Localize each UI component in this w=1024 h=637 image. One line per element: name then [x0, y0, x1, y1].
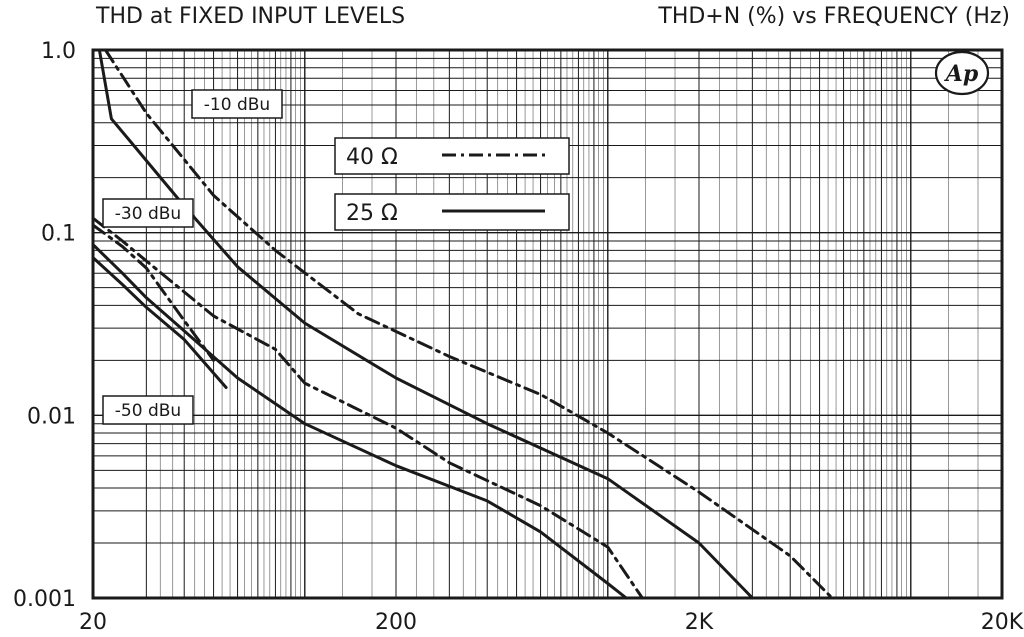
x-tick-label: 20K [981, 610, 1024, 635]
y-tick-label: 1.0 [41, 39, 76, 64]
legend: 40 Ω 25 Ω [334, 137, 570, 231]
series-line-1 [104, 48, 834, 600]
legend-label: 40 Ω [346, 145, 398, 170]
legend-label: 25 Ω [346, 201, 398, 226]
series-line-2 [91, 243, 628, 600]
plot-frame [91, 48, 1004, 600]
level-label-text: -30 dBu [115, 204, 181, 224]
series-line-3 [91, 216, 644, 600]
level-label-30: -30 dBu [102, 198, 194, 228]
x-tick-label: 2K [685, 610, 714, 635]
y-tick-label: 0.1 [41, 222, 76, 247]
legend-entry-25ohm: 25 Ω [334, 193, 570, 231]
logo-badge: Ap [934, 50, 990, 96]
level-label-50: -50 dBu [102, 395, 194, 425]
chart-title-right: THD+N (%) vs FREQUENCY (Hz) [658, 4, 1010, 29]
legend-entry-40ohm: 40 Ω [334, 137, 570, 175]
level-label-10: -10 dBu [191, 89, 283, 119]
logo-text: Ap [944, 61, 979, 87]
level-label-text: -10 dBu [204, 95, 270, 115]
chart-title-left: THD at FIXED INPUT LEVELS [96, 4, 406, 29]
y-tick-label: 0.001 [13, 587, 76, 612]
x-tick-label: 20 [79, 610, 107, 635]
x-tick-label: 200 [375, 610, 417, 635]
tick-labels: 20 200 2K 20K 1.0 0.1 0.01 0.001 [13, 39, 1024, 635]
series-line-0 [97, 48, 754, 600]
series-line-4 [91, 256, 228, 389]
series-group [91, 48, 834, 600]
series-line-5 [91, 223, 216, 362]
grid [93, 50, 1002, 598]
level-label-text: -50 dBu [115, 401, 181, 421]
y-tick-label: 0.01 [27, 404, 76, 429]
